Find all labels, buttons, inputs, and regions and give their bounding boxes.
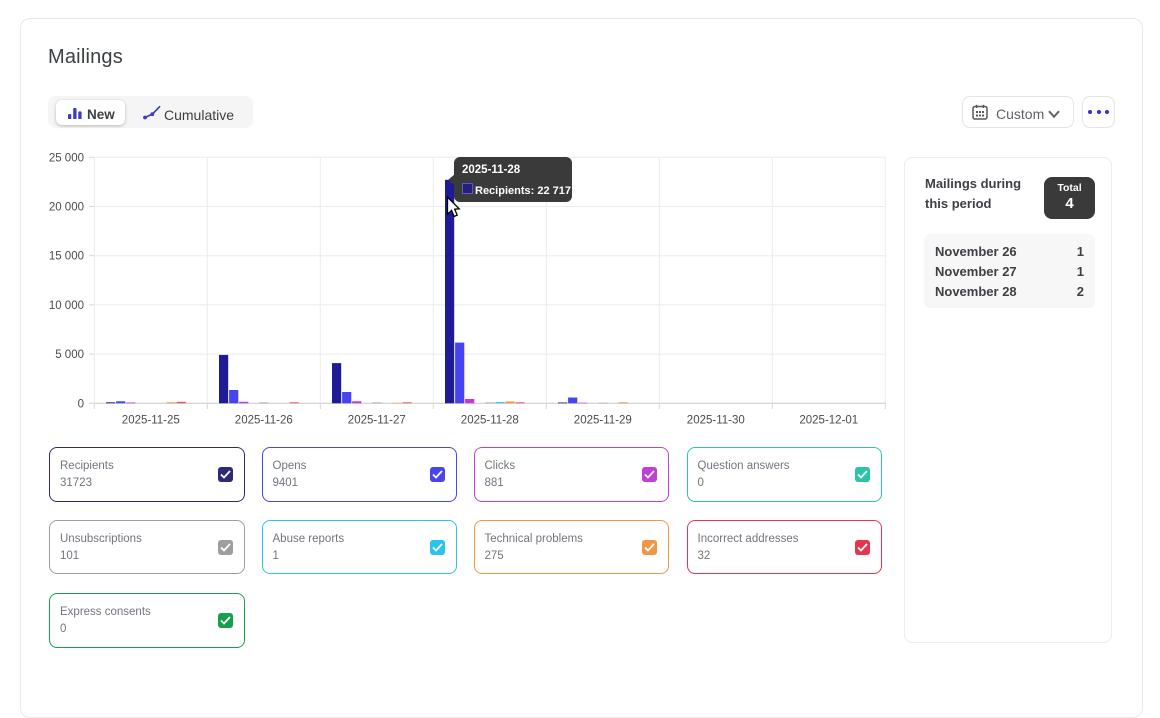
svg-text:0: 0 <box>78 398 84 410</box>
svg-text:25 000: 25 000 <box>49 152 84 164</box>
svg-text:2025-11-28: 2025-11-28 <box>461 415 519 427</box>
svg-text:20 000: 20 000 <box>49 202 84 214</box>
svg-text:2025-11-30: 2025-11-30 <box>687 415 745 427</box>
svg-text:15 000: 15 000 <box>49 251 84 263</box>
svg-text:2025-11-29: 2025-11-29 <box>574 415 632 427</box>
svg-text:2025-12-01: 2025-12-01 <box>799 415 858 427</box>
svg-text:2025-11-26: 2025-11-26 <box>235 415 293 427</box>
svg-text:2025-11-27: 2025-11-27 <box>348 415 406 427</box>
svg-text:10 000: 10 000 <box>49 300 84 312</box>
svg-text:2025-11-25: 2025-11-25 <box>122 415 180 427</box>
svg-text:5 000: 5 000 <box>55 349 84 361</box>
